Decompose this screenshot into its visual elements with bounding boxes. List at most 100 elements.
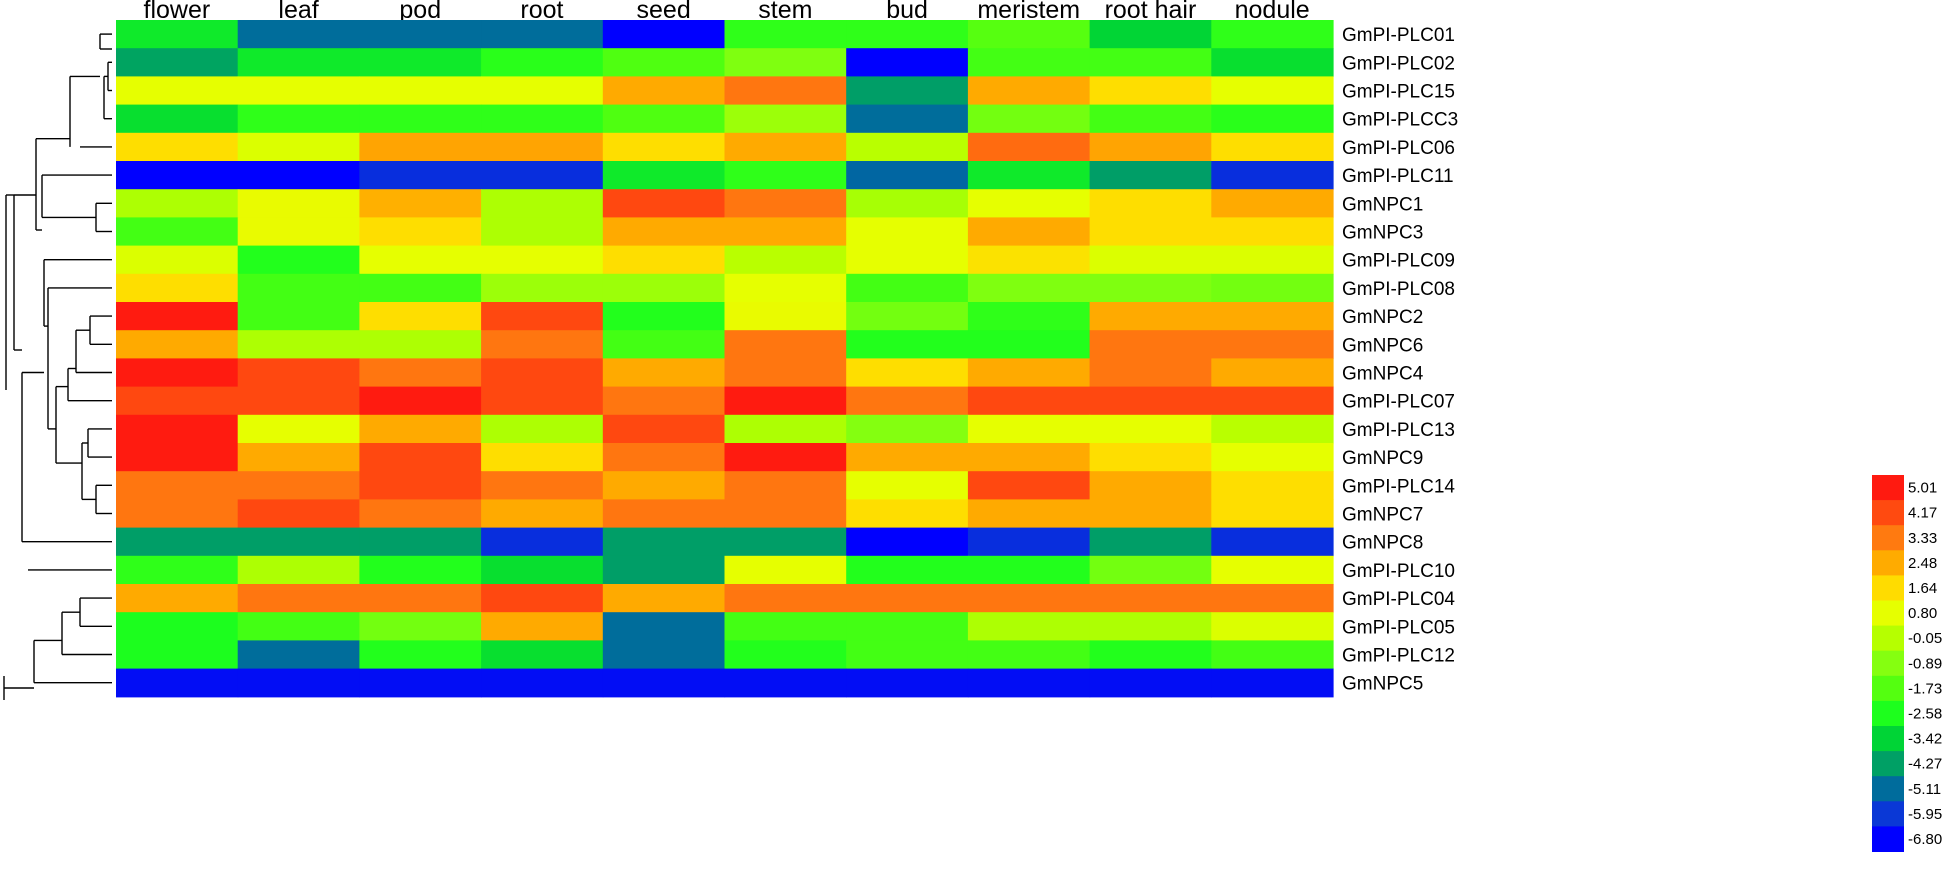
heatmap-cell — [359, 302, 482, 331]
heatmap-cell — [724, 132, 847, 162]
row-label: GmPI-PLC07 — [1342, 392, 1455, 413]
heatmap-cell — [602, 612, 726, 641]
heatmap-cell — [846, 499, 969, 529]
row-label: GmNPC5 — [1342, 674, 1423, 695]
heatmap-cell — [846, 640, 969, 670]
heatmap-cell — [116, 668, 239, 698]
heatmap-cell — [967, 189, 1091, 218]
heatmap-cell — [1089, 527, 1212, 557]
heatmap-cell — [237, 584, 360, 613]
heatmap-cell — [1089, 302, 1212, 331]
heatmap-cell — [116, 443, 239, 472]
heatmap-cell — [237, 189, 360, 218]
heatmap-cell — [1089, 273, 1212, 303]
heatmap-cell — [1089, 161, 1212, 190]
heatmap-cell — [724, 414, 847, 444]
heatmap-cell — [481, 189, 604, 218]
heatmap-cell — [237, 555, 360, 585]
heatmap-cell — [237, 414, 360, 444]
heatmap-cell — [602, 330, 726, 359]
legend-swatch — [1872, 700, 1904, 727]
heatmap-cell — [1211, 104, 1334, 134]
heatmap-cell — [602, 471, 726, 500]
row-label: GmPI-PLC13 — [1342, 420, 1455, 441]
heatmap-cell — [1211, 499, 1334, 529]
heatmap-cell — [724, 358, 847, 388]
heatmap-cell — [724, 527, 847, 557]
heatmap-cell — [481, 20, 604, 49]
row-label: GmNPC2 — [1342, 307, 1423, 328]
heatmap-cell — [724, 471, 847, 500]
heatmap-cell — [602, 161, 726, 190]
heatmap-cell — [237, 330, 360, 359]
heatmap-cell — [116, 189, 239, 218]
heatmap-cell — [602, 20, 726, 49]
heatmap-cell — [1089, 640, 1212, 670]
heatmap-cell — [359, 668, 482, 698]
heatmap-cell — [602, 499, 726, 529]
legend-tick-label: 3.33 — [1908, 530, 1937, 547]
row-label: GmPI-PLC14 — [1342, 476, 1455, 497]
heatmap-cell — [237, 245, 360, 275]
heatmap-cell — [116, 330, 239, 359]
row-label: GmNPC1 — [1342, 194, 1423, 215]
heatmap-cell — [1211, 330, 1334, 359]
heatmap-cell — [359, 189, 482, 218]
heatmap-cell — [724, 555, 847, 585]
row-label: GmNPC8 — [1342, 533, 1423, 554]
heatmap-cell — [481, 104, 604, 134]
heatmap-cell — [237, 20, 360, 49]
heatmap-cell — [1211, 132, 1334, 162]
heatmap-cell — [967, 612, 1091, 641]
legend-swatch — [1872, 675, 1904, 702]
heatmap-cell — [481, 217, 604, 247]
heatmap-cell — [359, 527, 482, 557]
legend-tick-label: 5.01 — [1908, 480, 1937, 497]
heatmap-cell — [1211, 640, 1334, 670]
heatmap-cell — [1211, 273, 1334, 303]
heatmap-cell — [237, 386, 360, 416]
heatmap-cell — [359, 273, 482, 303]
row-label: GmPI-PLC06 — [1342, 138, 1455, 159]
heatmap-cell — [481, 386, 604, 416]
heatmap-cell — [359, 499, 482, 529]
heatmap-cell — [237, 48, 360, 77]
row-label: GmNPC7 — [1342, 505, 1423, 526]
legend-swatch — [1872, 600, 1904, 627]
heatmap-cell — [724, 189, 847, 218]
heatmap-cell — [359, 161, 482, 190]
heatmap-cell — [967, 358, 1091, 388]
heatmap-cell — [1211, 471, 1334, 500]
heatmap-cell — [481, 443, 604, 472]
heatmap-cell — [481, 612, 604, 641]
heatmap-cell — [116, 358, 239, 388]
heatmap-cell — [602, 555, 726, 585]
row-label: GmPI-PLCC3 — [1342, 110, 1458, 131]
heatmap-cell — [1211, 555, 1334, 585]
heatmap-cell — [724, 330, 847, 359]
heatmap-cell — [724, 217, 847, 247]
heatmap-cell — [602, 76, 726, 106]
heatmap-cell — [481, 499, 604, 529]
heatmap-cell — [1211, 161, 1334, 190]
heatmap-cell — [1089, 668, 1212, 698]
heatmap-cell — [1089, 104, 1212, 134]
heatmap-cell — [237, 358, 360, 388]
row-label: GmPI-PLC15 — [1342, 82, 1455, 103]
legend-swatch — [1872, 625, 1904, 652]
legend-swatch — [1872, 726, 1904, 752]
legend-swatch — [1872, 826, 1904, 852]
heatmap-cell — [237, 471, 360, 500]
heatmap-cell — [1211, 527, 1334, 557]
row-label: GmNPC6 — [1342, 335, 1423, 356]
legend-tick-label: -5.11 — [1908, 781, 1941, 798]
legend-tick-label: -6.80 — [1908, 831, 1942, 848]
row-label: GmPI-PLC09 — [1342, 251, 1455, 272]
heatmap-cell — [1089, 414, 1212, 444]
heatmap-cell — [481, 161, 604, 190]
heatmap-cell — [602, 245, 726, 275]
heatmap-cell — [359, 640, 482, 670]
heatmap-cell — [602, 217, 726, 247]
heatmap-cell — [846, 330, 969, 359]
heatmap-cell — [724, 386, 847, 416]
